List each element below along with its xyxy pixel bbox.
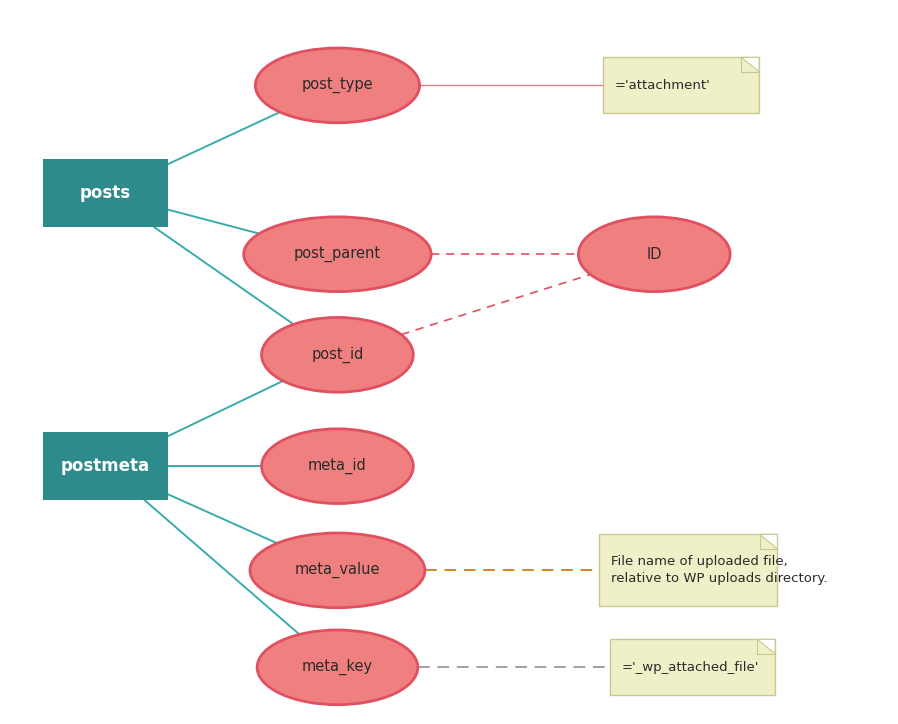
Text: meta_key: meta_key	[302, 660, 373, 675]
FancyBboxPatch shape	[603, 57, 759, 114]
Text: post_parent: post_parent	[294, 246, 381, 262]
FancyBboxPatch shape	[599, 534, 778, 606]
Text: File name of uploaded file,
relative to WP uploads directory.: File name of uploaded file, relative to …	[611, 555, 827, 585]
Text: post_type: post_type	[302, 77, 374, 93]
Ellipse shape	[578, 217, 730, 292]
Text: meta_id: meta_id	[308, 458, 366, 474]
FancyBboxPatch shape	[43, 159, 168, 227]
Polygon shape	[757, 639, 775, 654]
Text: postmeta: postmeta	[61, 457, 150, 475]
Text: ='_wp_attached_file': ='_wp_attached_file'	[621, 661, 759, 674]
FancyBboxPatch shape	[43, 432, 168, 500]
Ellipse shape	[261, 429, 413, 503]
Ellipse shape	[257, 630, 418, 704]
Polygon shape	[760, 534, 778, 549]
Text: ='attachment': ='attachment'	[614, 79, 710, 92]
Text: post_id: post_id	[312, 347, 364, 363]
Text: posts: posts	[80, 184, 131, 202]
Ellipse shape	[261, 317, 413, 392]
Ellipse shape	[250, 533, 425, 607]
Text: ID: ID	[647, 247, 662, 262]
Ellipse shape	[243, 217, 431, 292]
Ellipse shape	[255, 48, 419, 123]
Text: meta_value: meta_value	[295, 563, 380, 578]
Polygon shape	[741, 57, 759, 72]
FancyBboxPatch shape	[610, 639, 775, 695]
